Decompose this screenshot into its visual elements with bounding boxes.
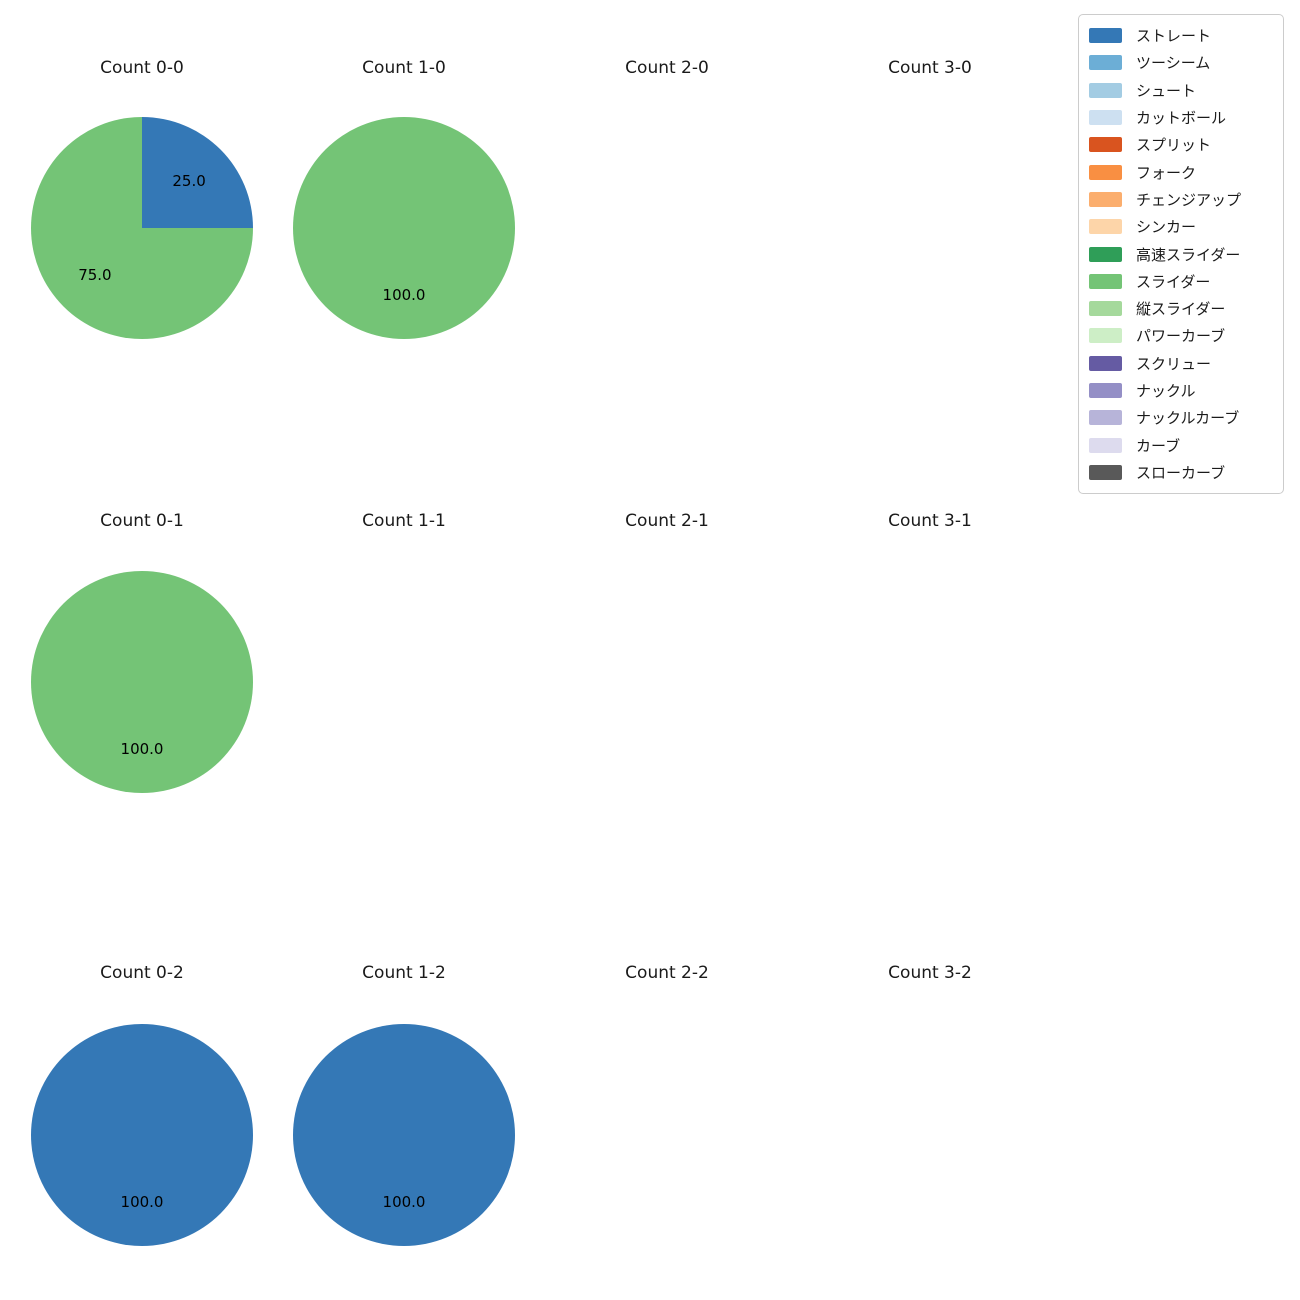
legend-swatch-icon bbox=[1089, 164, 1122, 180]
legend-item: スローカーブ bbox=[1089, 459, 1273, 486]
chart-title-count-3-0: Count 3-0 bbox=[888, 58, 972, 78]
chart-title-count-0-0: Count 0-0 bbox=[100, 58, 184, 78]
legend-label: スライダー bbox=[1136, 272, 1211, 291]
chart-title-count-1-2: Count 1-2 bbox=[362, 963, 446, 983]
chart-title-count-1-1: Count 1-1 bbox=[362, 511, 446, 531]
legend-label: カーブ bbox=[1136, 436, 1181, 455]
pct-label-count-0-0-1: 75.0 bbox=[78, 266, 112, 285]
legend-label: スプリット bbox=[1136, 136, 1212, 155]
pct-label-count-1-0-0: 100.0 bbox=[382, 285, 426, 304]
legend-item: カーブ bbox=[1089, 431, 1273, 458]
legend-swatch-icon bbox=[1089, 219, 1122, 235]
pct-label-count-1-2-0: 100.0 bbox=[382, 1192, 426, 1211]
legend-label: ナックル bbox=[1136, 382, 1196, 400]
legend-swatch-icon bbox=[1089, 437, 1122, 453]
legend-swatch-icon bbox=[1089, 301, 1122, 317]
legend-label: シュート bbox=[1136, 81, 1197, 100]
pie-count-0-0 bbox=[31, 117, 253, 339]
legend-item: 高速スライダー bbox=[1089, 240, 1273, 267]
legend-item: シンカー bbox=[1089, 213, 1273, 240]
legend-label: フォーク bbox=[1136, 163, 1197, 182]
pct-label-count-0-0-0: 25.0 bbox=[172, 171, 206, 190]
legend-swatch-icon bbox=[1089, 246, 1122, 262]
pie-count-0-2 bbox=[31, 1024, 253, 1246]
legend-label: ツーシーム bbox=[1136, 54, 1211, 73]
legend-swatch-icon bbox=[1089, 191, 1122, 207]
chart-title-count-1-0: Count 1-0 bbox=[362, 58, 446, 78]
legend-label: チェンジアップ bbox=[1136, 190, 1242, 209]
legend-swatch-icon bbox=[1089, 82, 1122, 98]
pie-count-0-1 bbox=[31, 571, 253, 793]
pct-label-count-0-1-0: 100.0 bbox=[120, 739, 164, 758]
legend-item: ナックル bbox=[1089, 377, 1273, 404]
chart-title-count-2-2: Count 2-2 bbox=[625, 963, 709, 983]
chart-title-count-2-0: Count 2-0 bbox=[625, 58, 709, 78]
legend-label: ナックルカーブ bbox=[1136, 409, 1240, 428]
chart-title-count-0-1: Count 0-1 bbox=[100, 511, 184, 531]
legend-item: パワーカーブ bbox=[1089, 322, 1273, 349]
legend-label: カットボール bbox=[1136, 109, 1227, 128]
chart-title-count-2-1: Count 2-1 bbox=[625, 511, 709, 531]
legend-swatch-icon bbox=[1089, 28, 1122, 44]
legend-swatch-icon bbox=[1089, 328, 1122, 344]
legend-label: スローカーブ bbox=[1136, 463, 1226, 482]
legend-swatch-icon bbox=[1089, 55, 1122, 71]
pie-count-1-0 bbox=[293, 117, 515, 339]
legend-item: ツーシーム bbox=[1089, 49, 1273, 76]
legend-item: スクリュー bbox=[1089, 350, 1273, 377]
legend-item: チェンジアップ bbox=[1089, 186, 1273, 213]
legend-swatch-icon bbox=[1089, 410, 1122, 426]
legend-item: 縦スライダー bbox=[1089, 295, 1273, 322]
chart-title-count-3-1: Count 3-1 bbox=[888, 511, 972, 531]
legend-label: 高速スライダー bbox=[1136, 245, 1241, 264]
legend-swatch-icon bbox=[1089, 137, 1122, 153]
legend-item: スプリット bbox=[1089, 131, 1273, 158]
chart-title-count-3-2: Count 3-2 bbox=[888, 963, 972, 983]
legend-item: スライダー bbox=[1089, 268, 1273, 295]
pitch-type-legend: ストレートツーシームシュートカットボール スプリットフォークチェンジアップ シンカー… bbox=[1078, 14, 1284, 495]
legend-label: ストレート bbox=[1136, 27, 1212, 46]
legend-item: シュート bbox=[1089, 77, 1273, 104]
legend-item: フォーク bbox=[1089, 158, 1273, 185]
legend-swatch-icon bbox=[1089, 110, 1122, 126]
pie-count-1-2 bbox=[293, 1024, 515, 1246]
legend-label: シンカー bbox=[1136, 218, 1197, 237]
legend-label: 縦スライダー bbox=[1136, 300, 1226, 319]
legend-swatch-icon bbox=[1089, 383, 1122, 398]
pct-label-count-0-2-0: 100.0 bbox=[120, 1192, 164, 1211]
chart-title-count-0-2: Count 0-2 bbox=[100, 963, 184, 983]
legend-item: ナックルカーブ bbox=[1089, 404, 1273, 431]
legend-item: カットボール bbox=[1089, 104, 1273, 131]
legend-swatch-icon bbox=[1089, 464, 1122, 480]
legend-item: ストレート bbox=[1089, 22, 1273, 49]
legend-swatch-icon bbox=[1089, 273, 1122, 289]
legend-label: パワーカーブ bbox=[1136, 327, 1226, 346]
legend-swatch-icon bbox=[1089, 355, 1122, 371]
legend-label: スクリュー bbox=[1136, 354, 1212, 373]
